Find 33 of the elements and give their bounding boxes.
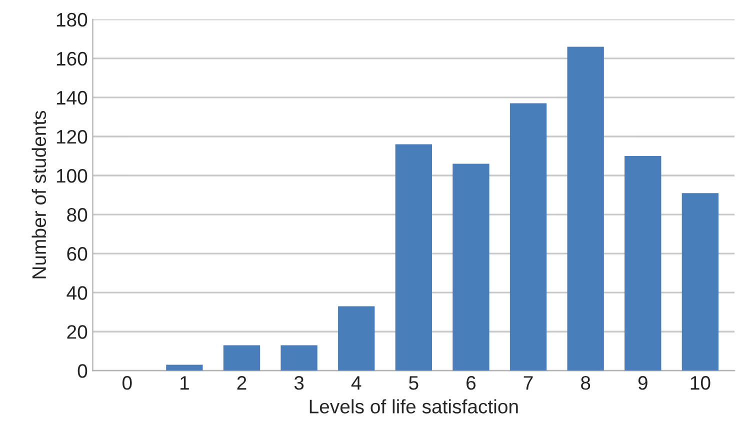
x-tick-label: 6 <box>466 376 476 390</box>
bar <box>567 46 604 371</box>
y-tick-label: 100 <box>56 168 88 183</box>
bar <box>510 103 547 371</box>
x-tick-label: 8 <box>581 376 590 390</box>
bar <box>395 144 432 371</box>
x-tick-label: 4 <box>351 376 362 390</box>
bar <box>166 364 203 371</box>
y-tick-label: 60 <box>67 247 88 261</box>
x-tick-label: 2 <box>237 376 246 390</box>
bar <box>280 345 318 371</box>
x-tick-label: 9 <box>638 376 648 390</box>
y-tick-label: 0 <box>78 364 88 378</box>
y-tick-label: 160 <box>56 52 88 66</box>
y-tick-label: 180 <box>56 12 88 27</box>
bar <box>682 193 719 371</box>
x-axis-title: Levels of life satisfaction <box>310 399 518 414</box>
x-tick-label: 3 <box>294 376 304 390</box>
bar <box>338 306 375 371</box>
bar <box>223 345 260 371</box>
y-tick-label: 140 <box>56 90 88 105</box>
x-tick-label: 1 <box>180 376 189 390</box>
bar <box>624 156 662 371</box>
y-tick-label: 120 <box>56 130 88 144</box>
x-tick-label: 10 <box>690 376 710 390</box>
x-tick-label: 7 <box>524 376 533 390</box>
y-axis-title: Number of students <box>32 110 46 278</box>
y-tick-label: 80 <box>67 208 88 222</box>
x-tick-label: 5 <box>409 376 418 390</box>
y-tick-label: 20 <box>67 325 88 339</box>
y-tick-label: 40 <box>66 286 88 300</box>
x-tick-label: 0 <box>122 376 132 390</box>
bar <box>452 164 490 371</box>
